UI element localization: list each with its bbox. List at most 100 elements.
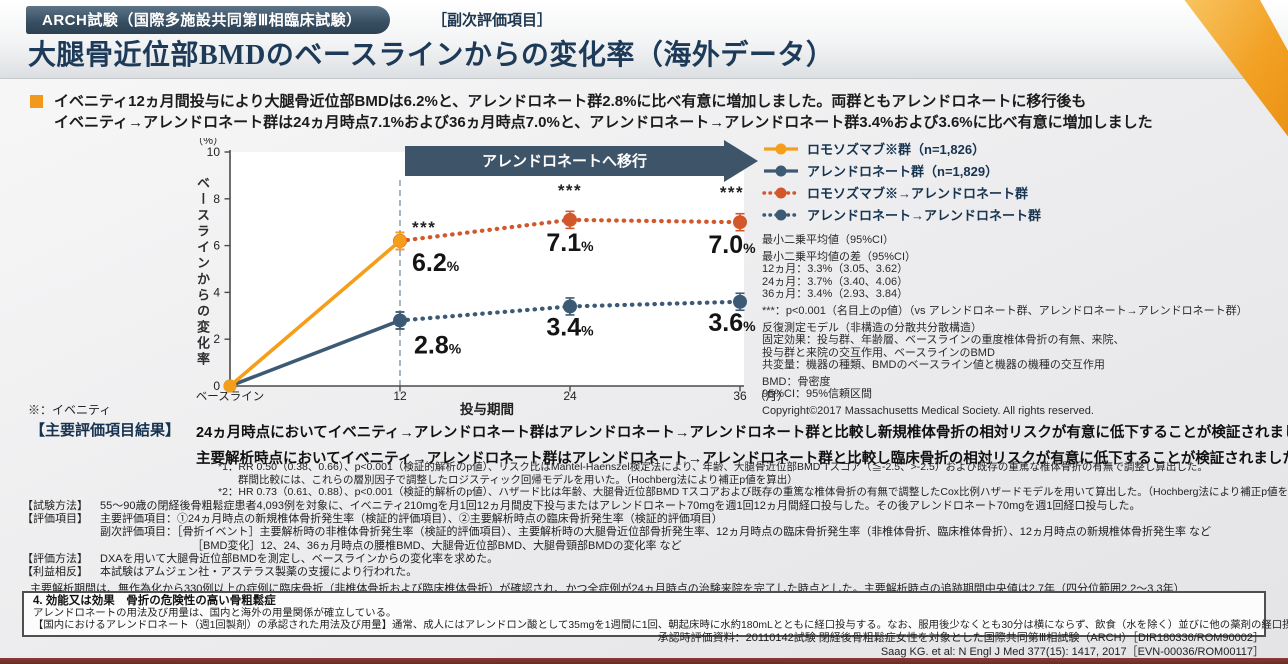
x-axis-unit: （月）: [754, 390, 784, 403]
switch-banner: [405, 146, 724, 176]
stat-line: Copyright©2017 Massachusetts Medical Soc…: [762, 405, 1094, 418]
legend-item: アレンドロネート群（n=1,829）: [762, 161, 1282, 180]
indication-info-box: 4. 効能又は効果 骨折の危険性の高い骨粗鬆症 アレンドロネートの用法及び用量は…: [22, 591, 1288, 637]
y-tick-label: 0: [213, 379, 220, 393]
y-tick-label: 8: [213, 192, 220, 206]
legend-label: アレンドロネート→アレンドロネート群: [807, 208, 1042, 223]
legend-label: ロモソズマブ※群（n=1,826）: [807, 142, 986, 157]
stat-group: Copyright©2017 Massachusetts Medical Soc…: [762, 405, 1282, 417]
stat-line: 投与群と来院の交互作用、ベースラインのBMD: [762, 346, 995, 359]
x-tick-label: 36: [733, 389, 747, 403]
method-row: 副次評価項目：［骨折イベント］主要解析時の非椎体骨折発生率（検証的評価項目）、主…: [22, 526, 1211, 539]
indication-box-line: 【国内におけるアレンドロネート（週1回製剤）の承認された用法及び用量】通常、成人…: [33, 620, 1288, 631]
y-tick-label: 4: [213, 285, 220, 299]
method-row-text: 55～90歳の閉経後骨粗鬆症患者4,093例を対象に、イベニティ210mgを月1…: [100, 500, 1141, 512]
stat-line: 共変量：機器の種類、BMDのベースライン値と機器の機種の交互作用: [762, 358, 1105, 371]
legend-marker-icon: [762, 187, 800, 198]
legend-label: ロモソズマブ※→アレンドロネート群: [807, 186, 1029, 201]
x-tick-label: ベースライン: [196, 391, 264, 403]
method-row-text: 本試験はアムジェン社・アステラス製薬の支援により行われた。: [100, 566, 418, 579]
stat-group: ***：p<0.001（名目上のp値）（vs アレンドロネート群、アレンドロネー…: [762, 305, 1282, 317]
bullet-square-icon: [30, 95, 43, 108]
method-row-label: 【評価項目】: [22, 513, 88, 526]
statistical-footnotes: *1：RR 0.50（0.38、0.66）、p<0.001（検証的解析のp値）、…: [218, 461, 1288, 499]
plot-background: [230, 152, 744, 386]
result-line: 24ヵ月時点においてイベニティ→アレンドロネート群はアレンドロネート→アレンドロ…: [196, 424, 1288, 441]
data-point-marker: [223, 379, 237, 393]
page-title: 大腿骨近位部BMDのベースラインからの変化率（海外データ）: [28, 40, 835, 71]
legend-label: アレンドロネート群（n=1,829）: [807, 164, 999, 179]
summary-line-1: イベニティ12ヵ月間投与により大腿骨近位部BMDは6.2%と、アレンドロネート群…: [54, 93, 1087, 110]
y-tick-label: 6: [213, 239, 220, 253]
x-tick-label: 24: [563, 389, 577, 403]
footer-line: Saag KG. et al: N Engl J Med 377(15): 14…: [880, 645, 1264, 658]
summary-line-2: イベニティ→アレンドロネート群は24ヵ月時点7.1%および36ヵ月時点7.0%と…: [54, 114, 1153, 131]
stat-line: 24ヵ月：3.7%（3.40、4.06）: [762, 275, 909, 288]
y-tick-label: 10: [207, 145, 221, 159]
data-point-marker: [393, 234, 407, 248]
legend-marker-icon: [764, 143, 798, 154]
data-point-value-label: 7.1%: [546, 229, 594, 257]
data-point-value-label: 3.4%: [546, 313, 594, 341]
data-point-marker: [733, 215, 747, 230]
method-row: 【評価項目】 主要評価項目：①24ヵ月時点の新規椎体骨折発生率（検証的評価項目）、…: [22, 513, 1211, 526]
method-row: ［BMD変化］12、24、36ヵ月時点の腰椎BMD、大腿骨近位部BMD、大腿骨頸…: [22, 540, 1211, 553]
reference-footer: 承認時評価資料：20110142試験 閉経後骨粗鬆症女性を対象とした国際共同第Ⅲ…: [658, 632, 1264, 659]
method-row-text: 副次評価項目：［骨折イベント］主要解析時の非椎体骨折発生率（検証的評価項目）、主…: [100, 526, 1212, 539]
study-methods-block: 【試験方法】 55～90歳の閉経後骨粗鬆症患者4,093例を対象に、イベニティ21…: [22, 500, 1211, 579]
data-point-value-label: 3.6%: [708, 309, 756, 337]
primary-endpoint-results-label: 【主要評価項目結果】: [30, 422, 181, 439]
legend-item: ロモソズマブ※群（n=1,826）: [762, 139, 1282, 158]
legend-item: ロモソズマブ※→アレンドロネート群: [762, 183, 1282, 202]
stat-group: 最小二乗平均値の差（95%CI） 12ヵ月：3.3%（3.05、3.62） 24ヵ月…: [762, 251, 1282, 300]
method-row-label: 【評価方法】: [22, 552, 88, 565]
method-row-text: ［BMD変化］12、24、36ヵ月時点の腰椎BMD、大腿骨近位部BMD、大腿骨頸…: [192, 539, 682, 552]
stat-line: 最小二乗平均値の差（95%CI）: [762, 251, 917, 264]
data-point-marker: [563, 299, 577, 314]
legend-marker-icon: [764, 165, 798, 176]
data-point-marker: [393, 313, 407, 327]
significance-marker: ***: [720, 183, 744, 202]
stat-group: 最小二乗平均値（95%CI）: [762, 234, 1282, 246]
chart-legend: ロモソズマブ※群（n=1,826） アレンドロネート群（n=1,829） ロモソズマ…: [762, 139, 1282, 224]
y-tick-label: 2: [213, 332, 220, 346]
method-row: 【評価方法】 DXAを用いて大腿骨近位部BMDを測定し、ベースラインからの変化率を…: [22, 553, 1211, 566]
data-point-value-label: 6.2%: [412, 249, 460, 277]
stat-line: 最小二乗平均値（95%CI）: [762, 234, 895, 246]
stat-line: 12ヵ月：3.3%（3.05、3.62）: [762, 263, 909, 276]
method-row-text: DXAを用いて大腿骨近位部BMDを測定し、ベースラインからの変化率を求めた。: [100, 552, 499, 565]
stat-line: 95%CI：95%信頼区間: [762, 388, 873, 401]
method-row: 【利益相反】 本試験はアムジェン社・アステラス製薬の支援により行われた。: [22, 566, 1211, 579]
stat-line: 36ヵ月：3.4%（2.93、3.84）: [762, 287, 909, 300]
series-line: [228, 239, 402, 388]
bottom-accent-bar: [0, 658, 1288, 664]
footer-line: 承認時評価資料：20110142試験 閉経後骨粗鬆症女性を対象とした国際共同第Ⅲ…: [657, 632, 1264, 644]
result-line: 主要解析時点においてイベニティ→アレンドロネート群はアレンドロネート→アレンドロ…: [196, 450, 1288, 467]
endpoint-type-badge: ［副次評価項目］: [432, 12, 553, 29]
summary-block: イベニティ12ヵ月間投与により大腿骨近位部BMDは6.2%と、アレンドロネート群…: [30, 91, 1153, 133]
significance-marker: ***: [412, 218, 436, 237]
stat-line: 固定効果：投与群、年齢層、ベースラインの重度椎体骨折の有無、来院、: [762, 334, 1125, 347]
stat-line: BMD：骨密度: [762, 376, 831, 389]
bmd-change-line-chart: アレンドロネートへ移行0246810（%）ベースライン122436（月）投与期間…: [192, 138, 784, 417]
stat-line: ***：p<0.001（名目上のp値）（vs アレンドロネート群、アレンドロネー…: [762, 305, 1248, 318]
significance-marker: ***: [558, 181, 582, 200]
stat-group: BMD：骨密度 95%CI：95%信頼区間: [762, 376, 1282, 400]
primary-endpoint-results-lines: 24ヵ月時点においてイベニティ→アレンドロネート群はアレンドロネート→アレンドロ…: [196, 418, 1288, 470]
method-row-label: 【利益相反】: [22, 566, 88, 579]
footnote-line: *1：RR 0.50（0.38、0.66）、p<0.001（検証的解析のp値）、…: [218, 461, 1208, 473]
data-point-value-label: 2.8%: [414, 331, 462, 359]
method-row-label: 【試験方法】: [22, 500, 88, 512]
right-panel: ロモソズマブ※群（n=1,826） アレンドロネート群（n=1,829） ロモソズマ…: [762, 139, 1282, 423]
footnote-line: 群間比較には、これらの層別因子で調整したロジスティック回帰モデルを用いた。（Ho…: [238, 473, 798, 486]
statistics-notes: 最小二乗平均値（95%CI） 最小二乗平均値の差（95%CI） 12ヵ月：3.3%（…: [762, 234, 1282, 418]
y-axis-unit: （%）: [192, 138, 224, 147]
method-row-text: 主要評価項目：①24ヵ月時点の新規椎体骨折発生率（検証的評価項目）、②主要解析時…: [100, 513, 723, 526]
switch-banner-arrowhead: [724, 140, 758, 182]
legend-item: アレンドロネート→アレンドロネート群: [762, 205, 1282, 224]
indication-box-line: アレンドロネートの用法及び用量は、国内と海外の用量関係が確立している。: [33, 608, 397, 619]
x-axis-label: 投与期間: [460, 402, 514, 417]
trial-badge: ARCH試験（国際多施設共同第Ⅲ相臨床試験）: [26, 6, 390, 34]
footnote-line: *2：HR 0.73（0.61、0.88）、p<0.001（検証的解析のp値）、…: [218, 486, 1288, 499]
